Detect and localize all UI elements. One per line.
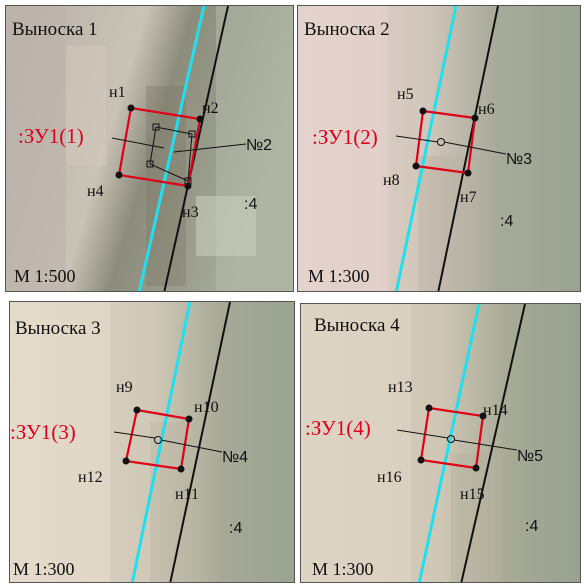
vertex-point — [196, 115, 204, 123]
vertex-point — [122, 457, 130, 465]
vertex-point — [471, 114, 479, 122]
vertex-label: н7 — [460, 189, 477, 206]
road-line — [417, 304, 481, 582]
vertex-label: н5 — [397, 86, 414, 103]
scale-label: М 1:300 — [13, 559, 75, 579]
parcel-label: :ЗУ1(1) — [18, 124, 84, 148]
vertex-point — [479, 412, 487, 420]
vertex-label: н2 — [202, 100, 219, 117]
scale-label: М 1:300 — [308, 266, 370, 286]
boundary-line — [169, 302, 231, 582]
vertex-label: н14 — [483, 402, 508, 419]
vertex-label: н8 — [383, 172, 400, 189]
vertex-point — [177, 465, 185, 473]
road-line — [130, 302, 192, 582]
boundary-line — [437, 6, 499, 291]
area-label: :4 — [244, 196, 257, 213]
vertex-point — [115, 171, 123, 179]
vertex-point — [425, 404, 433, 412]
number-label: №4 — [222, 449, 248, 466]
vertex-label: н1 — [109, 84, 126, 101]
callout-map-3: Выноска 3 н9 н10 н11 н12 :ЗУ1(3) №4 :4 М… — [10, 302, 294, 582]
callout-map-4: Выноска 4 н13 н14 н15 н16 :ЗУ1(4) №5 :4 … — [301, 304, 580, 582]
callout-map-1: Выноска 1 н1 н2 н3 н4 :ЗУ1(1) №2 :4 М 1:… — [6, 6, 293, 291]
vertex-point — [133, 406, 141, 414]
callout-panel-2: Выноска 2 н5 н6 н7 н8 :ЗУ1(2) №3 :4 М 1:… — [297, 5, 581, 292]
number-label: №2 — [246, 137, 272, 154]
vertex-label: н12 — [78, 469, 103, 486]
vertex-label: н6 — [478, 101, 495, 118]
vertex-label: н4 — [87, 183, 104, 200]
callout-title: Выноска 4 — [314, 315, 400, 336]
vertex-label: н3 — [182, 204, 199, 221]
scale-label: М 1:500 — [14, 266, 76, 286]
number-label: №5 — [517, 448, 543, 465]
callout-panel-1: Выноска 1 н1 н2 н3 н4 :ЗУ1(1) №2 :4 М 1:… — [5, 5, 294, 292]
vertex-point — [184, 182, 192, 190]
boundary-line — [460, 304, 526, 582]
parcel-label: :ЗУ1(3) — [10, 420, 76, 444]
vertex-point — [412, 162, 420, 170]
vertex-label: н13 — [388, 379, 413, 396]
vertex-point — [185, 415, 193, 423]
callout-panel-3: Выноска 3 н9 н10 н11 н12 :ЗУ1(3) №4 :4 М… — [9, 301, 295, 583]
scale-label: М 1:300 — [312, 559, 374, 579]
vertex-label: н11 — [175, 486, 199, 503]
callout-title: Выноска 2 — [304, 19, 390, 40]
vertex-point — [417, 456, 425, 464]
callout-title: Выноска 3 — [15, 318, 101, 339]
vertex-point — [464, 169, 472, 177]
vertex-point — [472, 464, 480, 472]
vertex-point — [127, 104, 135, 112]
area-label: :4 — [229, 520, 242, 537]
vertex-point — [419, 107, 427, 115]
road-line — [394, 6, 458, 291]
vertex-label: н9 — [116, 379, 133, 396]
area-label: :4 — [525, 518, 538, 535]
area-label: :4 — [500, 213, 513, 230]
vertex-label: н10 — [194, 399, 219, 416]
vertex-label: н16 — [377, 469, 402, 486]
callout-title: Выноска 1 — [12, 19, 98, 40]
parcel-label: :ЗУ1(4) — [305, 416, 371, 440]
vertex-label: н15 — [460, 486, 485, 503]
parcel-label: :ЗУ1(2) — [312, 125, 378, 149]
number-label: №3 — [506, 151, 532, 168]
callout-map-2: Выноска 2 н5 н6 н7 н8 :ЗУ1(2) №3 :4 М 1:… — [298, 6, 580, 291]
road-line — [137, 6, 206, 291]
callout-panel-4: Выноска 4 н13 н14 н15 н16 :ЗУ1(4) №5 :4 … — [300, 303, 581, 583]
